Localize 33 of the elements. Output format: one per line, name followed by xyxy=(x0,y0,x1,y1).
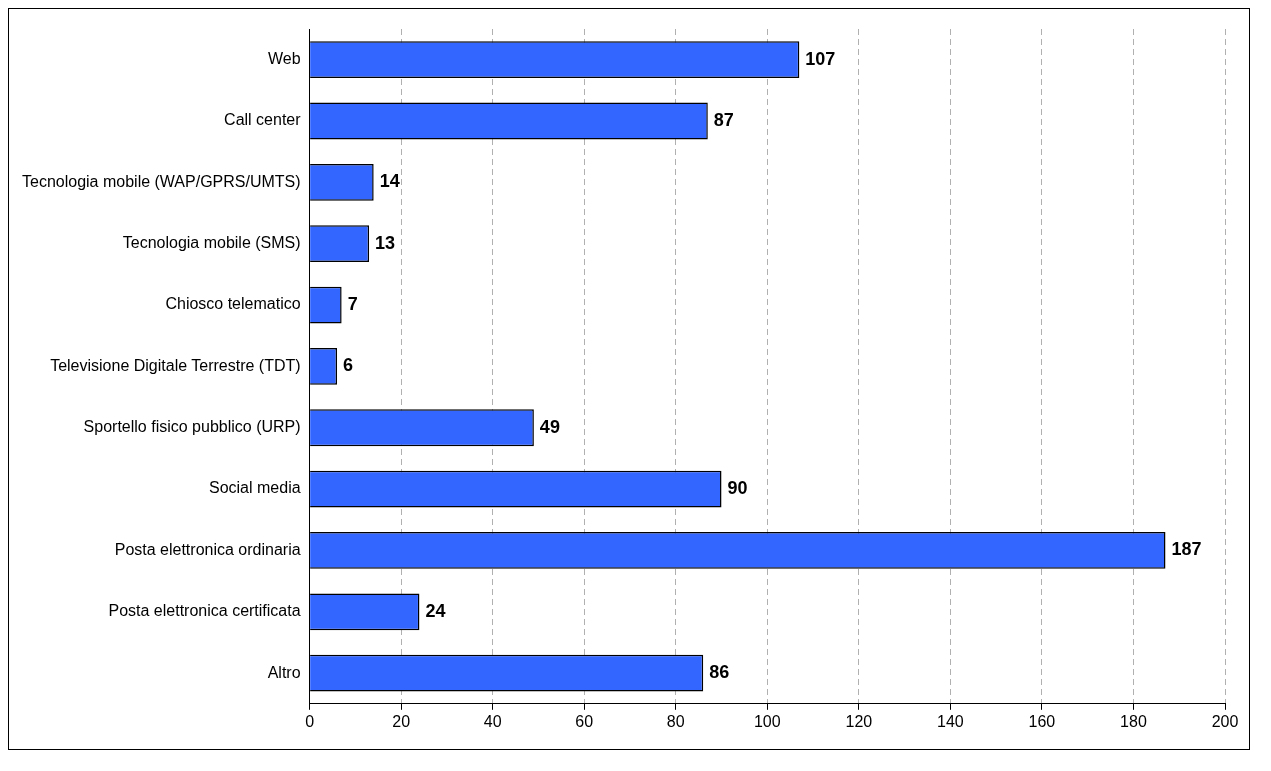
data-label: 24 xyxy=(425,600,446,621)
x-tick-label: 160 xyxy=(1028,712,1056,730)
y-tick-label: Sportello fisico pubblico (URP) xyxy=(83,418,301,436)
x-tick-label: 100 xyxy=(753,712,781,730)
data-label: 87 xyxy=(713,109,734,130)
y-tick-label: Posta elettronica ordinaria xyxy=(114,540,301,558)
y-tick-label: Call center xyxy=(224,111,302,129)
x-tick-label: 60 xyxy=(575,712,594,730)
x-tick-label: 180 xyxy=(1120,712,1147,730)
y-tick-label: Posta elettronica certificata xyxy=(108,602,301,620)
y-tick-label: Altro xyxy=(267,663,301,681)
y-tick-label: Tecnologia mobile (SMS) xyxy=(122,234,301,252)
y-tick-label: Chiosco telematico xyxy=(165,295,301,313)
x-tick-label: 120 xyxy=(845,712,873,730)
y-tick-label: Televisione Digitale Terrestre (TDT) xyxy=(50,356,301,374)
data-label: 6 xyxy=(343,355,354,376)
data-label: 187 xyxy=(1171,539,1202,560)
y-tick-label: Social media xyxy=(208,479,301,497)
data-label: 90 xyxy=(727,478,748,499)
data-label: 107 xyxy=(805,48,836,69)
y-tick-label: Web xyxy=(267,50,301,68)
data-label: 49 xyxy=(539,416,560,437)
x-tick-label: 200 xyxy=(1211,712,1239,730)
x-tick-label: 0 xyxy=(305,712,315,730)
x-tick-label: 20 xyxy=(392,712,411,730)
y-tick-label: Tecnologia mobile (WAP/GPRS/UMTS) xyxy=(22,172,301,190)
data-label: 14 xyxy=(379,171,400,192)
data-label: 13 xyxy=(375,232,396,253)
x-tick-label: 80 xyxy=(666,712,685,730)
data-label: 7 xyxy=(347,294,358,315)
data-label: 86 xyxy=(709,662,730,683)
x-tick-label: 140 xyxy=(937,712,964,730)
x-tick-label: 40 xyxy=(483,712,502,730)
